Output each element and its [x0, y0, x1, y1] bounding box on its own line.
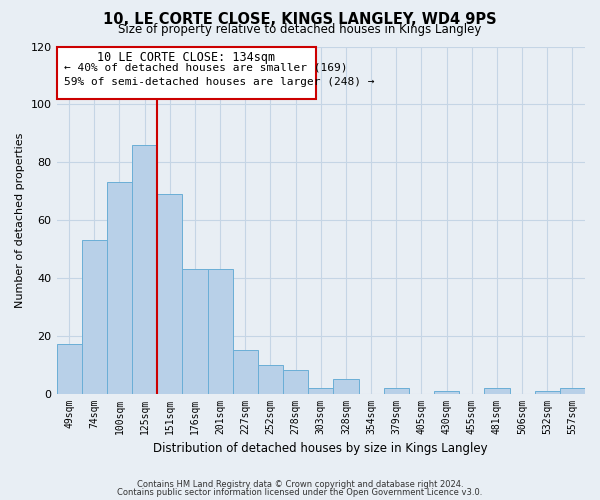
- Bar: [484, 388, 509, 394]
- X-axis label: Distribution of detached houses by size in Kings Langley: Distribution of detached houses by size …: [154, 442, 488, 455]
- Text: 10, LE CORTE CLOSE, KINGS LANGLEY, WD4 9PS: 10, LE CORTE CLOSE, KINGS LANGLEY, WD4 9…: [103, 12, 497, 28]
- Bar: [258, 364, 283, 394]
- Bar: [334, 379, 359, 394]
- Text: Contains HM Land Registry data © Crown copyright and database right 2024.: Contains HM Land Registry data © Crown c…: [137, 480, 463, 489]
- Text: Contains public sector information licensed under the Open Government Licence v3: Contains public sector information licen…: [118, 488, 482, 497]
- Bar: [82, 240, 107, 394]
- Bar: [283, 370, 308, 394]
- Bar: [383, 388, 409, 394]
- Bar: [535, 390, 560, 394]
- Bar: [233, 350, 258, 394]
- Text: ← 40% of detached houses are smaller (169): ← 40% of detached houses are smaller (16…: [64, 62, 347, 72]
- Bar: [182, 269, 208, 394]
- Bar: [107, 182, 132, 394]
- Bar: [560, 388, 585, 394]
- Text: Size of property relative to detached houses in Kings Langley: Size of property relative to detached ho…: [118, 22, 482, 36]
- Bar: [308, 388, 334, 394]
- Bar: [56, 344, 82, 394]
- Bar: [208, 269, 233, 394]
- Bar: [157, 194, 182, 394]
- FancyBboxPatch shape: [56, 46, 316, 98]
- Text: 59% of semi-detached houses are larger (248) →: 59% of semi-detached houses are larger (…: [64, 77, 374, 87]
- Y-axis label: Number of detached properties: Number of detached properties: [15, 132, 25, 308]
- Text: 10 LE CORTE CLOSE: 134sqm: 10 LE CORTE CLOSE: 134sqm: [97, 51, 275, 64]
- Bar: [132, 145, 157, 394]
- Bar: [434, 390, 459, 394]
